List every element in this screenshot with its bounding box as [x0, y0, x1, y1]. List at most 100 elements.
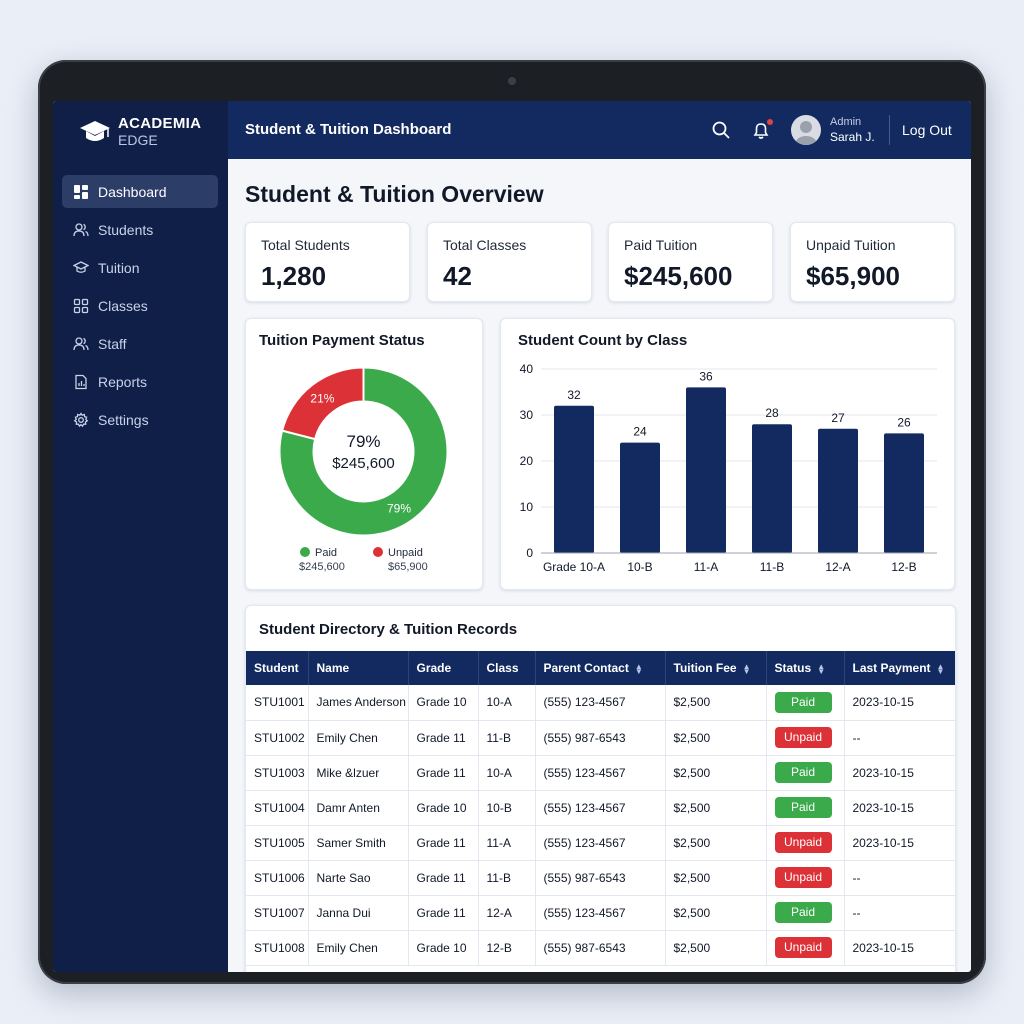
- slice-label-paid: 79%: [387, 501, 411, 515]
- sidebar-item-settings[interactable]: Settings: [62, 403, 218, 436]
- cell-name: Emily Chen: [308, 930, 409, 966]
- cell-status: Paid: [766, 755, 845, 791]
- sidebar-item-students[interactable]: Students: [62, 213, 218, 246]
- grid-icon: [73, 298, 89, 313]
- donut-center-amount: $245,600: [332, 455, 395, 472]
- column-header-student[interactable]: Student: [246, 651, 309, 685]
- cell-tuition-fee: $2,500: [665, 720, 767, 756]
- search-icon[interactable]: [711, 120, 731, 140]
- stat-card-unpaid-tuition: Unpaid Tuition $65,900: [790, 222, 955, 302]
- bar-11-a[interactable]: [686, 387, 726, 553]
- cell-grade: Grade 11: [408, 895, 479, 931]
- sidebar-nav: Dashboard Students Tuition: [62, 175, 218, 441]
- logout-button[interactable]: Log Out: [902, 122, 952, 138]
- cell-class: 10-B: [478, 790, 536, 826]
- status-badge: Unpaid: [774, 832, 832, 853]
- bar-value-label: 26: [897, 415, 911, 429]
- brand-logo[interactable]: ACADEMIA EDGE: [79, 115, 201, 149]
- cell-status: Unpaid: [766, 720, 845, 756]
- bar-12-a[interactable]: [818, 428, 858, 553]
- column-header-grade[interactable]: Grade: [408, 651, 479, 685]
- users-icon: [73, 222, 89, 236]
- student-records-card: Student Directory & Tuition Records Stud…: [245, 605, 956, 972]
- slice-label-unpaid: 21%: [310, 392, 334, 406]
- sidebar-item-label: Students: [98, 221, 154, 238]
- cell-tuition-fee: $2,500: [665, 825, 767, 861]
- bar-12-b[interactable]: [884, 433, 924, 553]
- table-title: Student Directory & Tuition Records: [259, 621, 518, 638]
- sidebar-item-dashboard[interactable]: Dashboard: [62, 175, 218, 208]
- donut-slice-unpaid[interactable]: [280, 366, 365, 441]
- sort-icon[interactable]: ▲ ▼: [634, 661, 643, 676]
- avatar[interactable]: [791, 115, 821, 145]
- column-header-last-payment[interactable]: Last Payment ▲ ▼: [844, 651, 955, 685]
- cell-tuition-fee: $2,500: [665, 930, 767, 966]
- table-row[interactable]: STU1007 Janna Dui Grade 11 12-A (555) 123-45…: [246, 895, 955, 931]
- bell-icon[interactable]: [751, 120, 771, 140]
- column-header-status[interactable]: Status ▲ ▼: [766, 651, 845, 685]
- column-header-name[interactable]: Name: [308, 651, 409, 685]
- sidebar: ACADEMIA EDGE Dashboard: [53, 101, 228, 972]
- graduation-cap-icon: [73, 260, 89, 273]
- cell-name: Samer Smith: [308, 825, 409, 861]
- cell-grade: Grade 10: [408, 685, 479, 721]
- cell-class: 12-A: [478, 895, 536, 931]
- cell-class: 11-A: [478, 825, 536, 861]
- staff-icon: [73, 336, 89, 350]
- legend-dot-unpaid: [373, 547, 383, 557]
- bar-value-label: 32: [567, 388, 581, 402]
- donut-chart-title: Tuition Payment Status: [259, 332, 425, 349]
- x-tick-label: 11-A: [694, 560, 718, 574]
- table-row[interactable]: STU1003 Mike &lzuer Grade 11 10-A (555) 123-…: [246, 755, 955, 791]
- donut-slice-paid[interactable]: [278, 366, 449, 537]
- sidebar-item-label: Settings: [98, 411, 149, 428]
- sidebar-item-reports[interactable]: Reports: [62, 365, 218, 398]
- bar-10-b[interactable]: [620, 442, 660, 553]
- status-badge: Paid: [774, 691, 832, 713]
- sidebar-item-tuition[interactable]: Tuition: [62, 251, 218, 284]
- tablet-frame: ACADEMIA EDGE Dashboard: [38, 60, 986, 984]
- sidebar-item-staff[interactable]: Staff: [62, 327, 218, 360]
- y-tick-label: 20: [520, 454, 534, 468]
- donut-center-percent: 79%: [346, 432, 380, 451]
- bar-grade-10-a[interactable]: [554, 405, 594, 553]
- column-header-class[interactable]: Class: [478, 651, 536, 685]
- column-header-tuition-fee[interactable]: Tuition Fee ▲ ▼: [665, 651, 767, 685]
- cell-student-id: STU1007: [246, 895, 309, 931]
- sidebar-item-classes[interactable]: Classes: [62, 289, 218, 322]
- page-title: Student & Tuition Overview: [245, 181, 544, 207]
- cell-tuition-fee: $2,500: [665, 790, 767, 826]
- cell-grade: Grade 11: [408, 825, 479, 861]
- cell-last-payment: 2023-10-15: [844, 825, 955, 861]
- table-row[interactable]: STU1002 Emily Chen Grade 11 11-B (555) 987-6…: [246, 720, 955, 756]
- x-tick-label: 10-B: [627, 560, 652, 574]
- bar-11-b[interactable]: [752, 424, 792, 553]
- cell-class: 11-B: [478, 860, 536, 896]
- sort-icon[interactable]: ▲ ▼: [936, 661, 945, 676]
- table-row[interactable]: STU1006 Narte Sao Grade 11 11-B (555) 987-65…: [246, 860, 955, 896]
- cell-grade: Grade 11: [408, 860, 479, 896]
- cell-status: Unpaid: [766, 860, 845, 896]
- user-role: Admin: [830, 116, 862, 128]
- donut-chart: 79% $245,600 21% 79%: [278, 366, 449, 537]
- legend-item-paid: Paid $245,600: [299, 547, 345, 573]
- table-row[interactable]: STU1004 Damr Anten Grade 10 10-B (555) 123-4…: [246, 790, 955, 826]
- cell-name: Emily Chen: [308, 720, 409, 756]
- camera-dot: [508, 77, 516, 85]
- sort-icon[interactable]: ▲ ▼: [742, 661, 751, 676]
- sort-icon[interactable]: ▲ ▼: [817, 661, 826, 676]
- table-row[interactable]: STU1005 Samer Smith Grade 11 11-A (555) 123-…: [246, 825, 955, 861]
- status-badge: Paid: [774, 902, 832, 923]
- stat-label: Total Students: [261, 237, 350, 253]
- legend-item-unpaid: Unpaid $65,900: [373, 547, 428, 573]
- x-tick-label: Grade 10-A: [543, 560, 605, 574]
- table-row[interactable]: STU1008 Emily Chen Grade 10 12-B (555) 987-6…: [246, 930, 955, 966]
- table-header-row: Student Name Grade Class Parent Contact ▲…: [246, 651, 955, 685]
- notification-dot: [767, 119, 773, 125]
- cell-tuition-fee: $2,500: [665, 755, 767, 791]
- cell-grade: Grade 10: [408, 930, 479, 966]
- legend-amount: $65,900: [388, 561, 428, 573]
- dashboard-icon: [74, 184, 88, 199]
- table-row[interactable]: STU1001 James Anderson Grade 10 10-A (555) 1…: [246, 685, 955, 721]
- column-header-parent-contact[interactable]: Parent Contact ▲ ▼: [535, 651, 666, 685]
